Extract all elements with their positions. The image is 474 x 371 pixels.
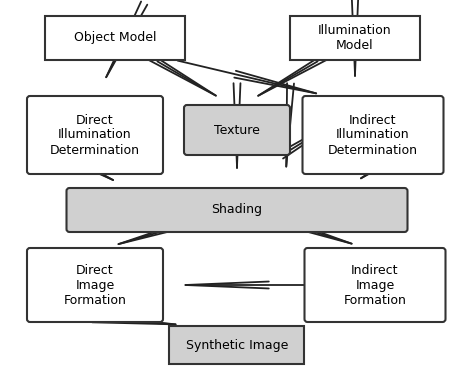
Text: Illumination
Model: Illumination Model — [318, 24, 392, 52]
FancyBboxPatch shape — [302, 96, 444, 174]
FancyBboxPatch shape — [304, 248, 446, 322]
Text: Indirect
Illumination
Determination: Indirect Illumination Determination — [328, 114, 418, 157]
Text: Texture: Texture — [214, 124, 260, 137]
FancyBboxPatch shape — [66, 188, 408, 232]
Text: Indirect
Image
Formation: Indirect Image Formation — [344, 263, 406, 306]
FancyBboxPatch shape — [184, 105, 290, 155]
FancyBboxPatch shape — [290, 16, 420, 60]
Text: Synthetic Image: Synthetic Image — [186, 338, 288, 351]
FancyBboxPatch shape — [27, 96, 163, 174]
FancyBboxPatch shape — [27, 248, 163, 322]
Text: Object Model: Object Model — [74, 32, 156, 45]
Text: Shading: Shading — [211, 204, 263, 217]
Text: Direct
Image
Formation: Direct Image Formation — [64, 263, 127, 306]
FancyBboxPatch shape — [170, 326, 304, 364]
FancyBboxPatch shape — [45, 16, 185, 60]
Text: Direct
Illumination
Determination: Direct Illumination Determination — [50, 114, 140, 157]
